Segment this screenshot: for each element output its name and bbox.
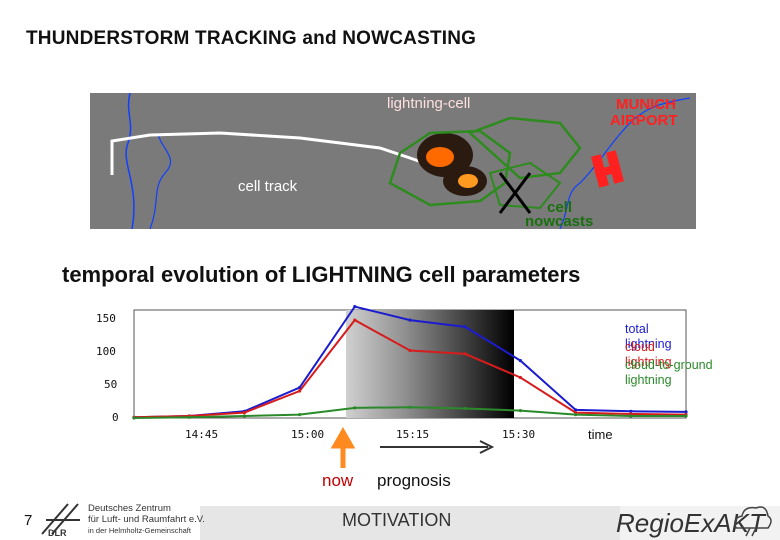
data-point	[518, 359, 522, 363]
chart-svg	[132, 305, 688, 420]
xtick-label: 15:15	[396, 428, 430, 441]
data-point	[242, 414, 246, 418]
legend-cloud: cloud lightning	[625, 340, 672, 369]
cell-track	[110, 131, 431, 175]
page-number: 7	[24, 512, 33, 529]
svg-text:DLR: DLR	[48, 528, 67, 538]
ytick-label: 50	[104, 378, 118, 391]
data-point	[132, 416, 136, 420]
data-point	[574, 413, 578, 417]
legend-ground: cloud-to-ground lightning	[625, 358, 713, 387]
regioexakt-logo: RegioExAKT	[616, 508, 765, 538]
prognosis-label: prognosis	[377, 471, 451, 490]
dlr-logo-icon: DLR	[41, 503, 80, 538]
data-point	[574, 408, 578, 412]
data-point	[463, 352, 467, 356]
section-label: MOTIVATION	[342, 510, 452, 530]
data-point	[518, 409, 522, 413]
prognosis-arrow-icon	[380, 440, 495, 454]
cloud-logo-icon	[734, 506, 772, 537]
xtick-label: 15:00	[291, 428, 325, 441]
slide-title: THUNDERSTORM TRACKING and NOWCASTING	[26, 28, 477, 49]
label-cell-track: cell track	[238, 178, 298, 195]
nowcast-outline	[488, 161, 562, 210]
data-point	[298, 389, 302, 393]
label-lightning-cell: lightning-cell	[387, 95, 471, 112]
data-point	[629, 409, 633, 413]
nowcast-outline	[467, 116, 582, 180]
dlr-line1: Deutsches Zentrum	[88, 503, 171, 514]
time-markers	[330, 426, 495, 468]
data-point	[408, 405, 412, 409]
legend-total: total lightning	[625, 322, 672, 351]
nowcast-cross	[498, 172, 532, 214]
data-point	[408, 348, 412, 353]
now-label: now	[322, 471, 354, 490]
chart-heading: temporal evolution of LIGHTNING cell par…	[62, 262, 581, 287]
data-point	[684, 414, 688, 418]
ytick-label: 0	[112, 411, 119, 424]
data-point	[353, 318, 357, 322]
river-line	[149, 132, 172, 229]
ytick-label: 150	[96, 312, 116, 325]
now-arrow-icon	[330, 426, 356, 468]
data-point	[629, 414, 633, 418]
airport-icon	[591, 150, 624, 188]
map-graphics	[110, 93, 691, 229]
xtick-label: 14:45	[185, 428, 219, 441]
label-nowcast-1: cell	[547, 199, 573, 216]
xaxis-label: time	[588, 427, 613, 442]
data-point	[298, 413, 302, 417]
lightning-cell-hot	[426, 147, 454, 167]
xtick-label: 15:30	[502, 428, 536, 441]
label-airport-2: AIRPORT	[610, 112, 678, 129]
label-airport-1: MUNICH	[616, 96, 676, 113]
data-point	[463, 406, 467, 411]
data-point	[353, 406, 357, 410]
dlr-name: Deutsches Zentrum für Luft- und Raumfahr…	[88, 503, 205, 536]
data-point	[518, 375, 522, 380]
data-point	[353, 305, 357, 309]
radar-map: lightning-cell MUNICH AIRPORT cell track…	[90, 93, 696, 229]
prognosis-shade	[346, 310, 514, 418]
dlr-line3: in der Helmholtz-Gemeinschaft	[88, 526, 191, 535]
nowcast-outline	[388, 129, 512, 207]
data-point	[684, 410, 688, 414]
ytick-label: 100	[96, 345, 116, 358]
river-line	[125, 93, 135, 229]
lightning-cell-hot	[458, 174, 478, 188]
label-nowcast-2: nowcasts	[525, 213, 594, 230]
river-line	[559, 97, 691, 229]
data-point	[187, 415, 191, 419]
data-point	[463, 325, 467, 329]
lightning-chart: 150 100 50 0 14:45 15:00 15:15 15:30 tim…	[88, 300, 713, 450]
data-point	[408, 318, 412, 322]
dlr-line2: für Luft- und Raumfahrt e.V.	[88, 514, 205, 525]
data-point	[242, 411, 246, 415]
